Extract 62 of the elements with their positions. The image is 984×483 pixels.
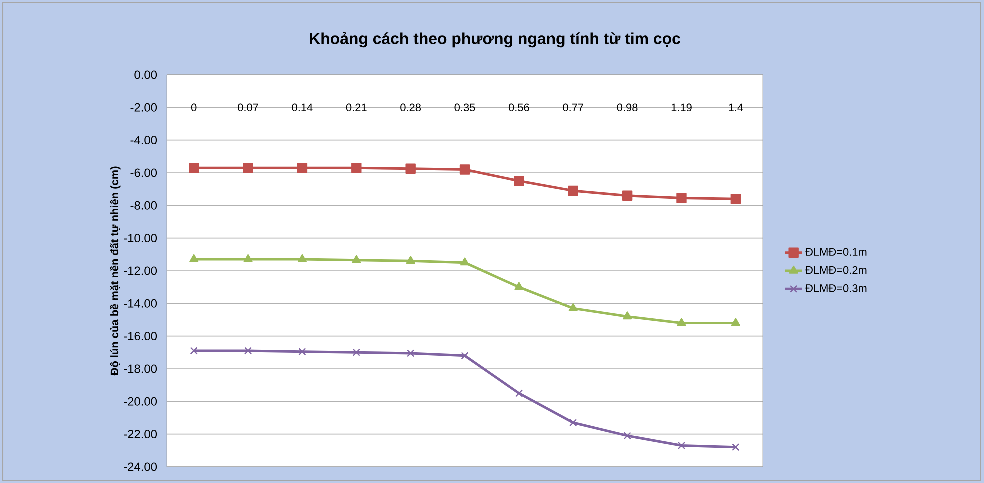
y-tick-label: -22.00 [124,430,158,439]
point [624,432,632,440]
x-tick-label: 0.98 [617,104,638,112]
point [460,258,470,266]
legend-label: ĐLMĐ=0.3m [806,284,867,292]
point [190,254,199,262]
point [730,194,742,204]
x-tick-label: 0.35 [454,104,476,112]
point [189,162,200,174]
point [298,348,306,356]
y-tick-label: -16.00 [124,332,158,341]
y-tick-label: -18.00 [124,364,158,374]
x-tick-label: 1.4 [729,104,744,112]
x-tick-label: 0.14 [292,104,313,112]
y-tick-label: -2.00 [130,103,158,112]
legend-label: ĐLMĐ=0.2m [806,266,867,274]
point [406,164,416,174]
y-tick-label: -12.00 [124,266,158,276]
legend-label: ĐLMĐ=0.1m [806,248,867,256]
point [514,176,524,186]
x-tick-label: 0.28 [400,104,422,112]
y-tick-label: -4.00 [130,136,158,145]
point [460,164,470,175]
point [568,186,578,196]
x-tick-label: 1.19 [672,104,692,112]
y-tick-label: -24.00 [124,462,158,472]
point [514,282,524,290]
point [297,162,308,174]
point [515,390,523,398]
y-tick-label: -8.00 [130,201,158,210]
point [352,255,362,264]
point [677,318,686,326]
point [676,193,687,204]
y-tick-label: -6.00 [130,168,158,178]
point [244,254,253,262]
point [732,444,740,452]
point [731,318,740,326]
x-tick-label: 0.07 [238,104,258,112]
point [243,162,254,174]
point [623,312,632,320]
x-tick-label: 0 [191,104,197,112]
y-tick-label: -20.00 [124,397,158,406]
y-tick-label: -10.00 [124,234,158,243]
chart-title: Khoảng cách theo phương ngang tính từ tim cọc [310,32,680,48]
point [352,162,362,174]
point [678,442,686,450]
point [461,352,469,360]
point [190,347,198,355]
point [570,419,578,427]
point [622,190,633,201]
point [352,348,360,356]
point [407,350,415,358]
y-tick-label: 0.00 [134,70,158,80]
x-tick-label: 0.77 [563,104,584,112]
x-tick-label: 0.56 [508,104,530,112]
x-tick-label: 0.21 [346,104,367,112]
point [406,256,416,264]
y-tick-label: -14.00 [124,299,158,308]
point [244,347,252,355]
y-axis-title: Độ lún của bề mặt nền đất tự nhiên (cm) [110,166,121,376]
point [298,254,307,262]
point [568,303,578,312]
